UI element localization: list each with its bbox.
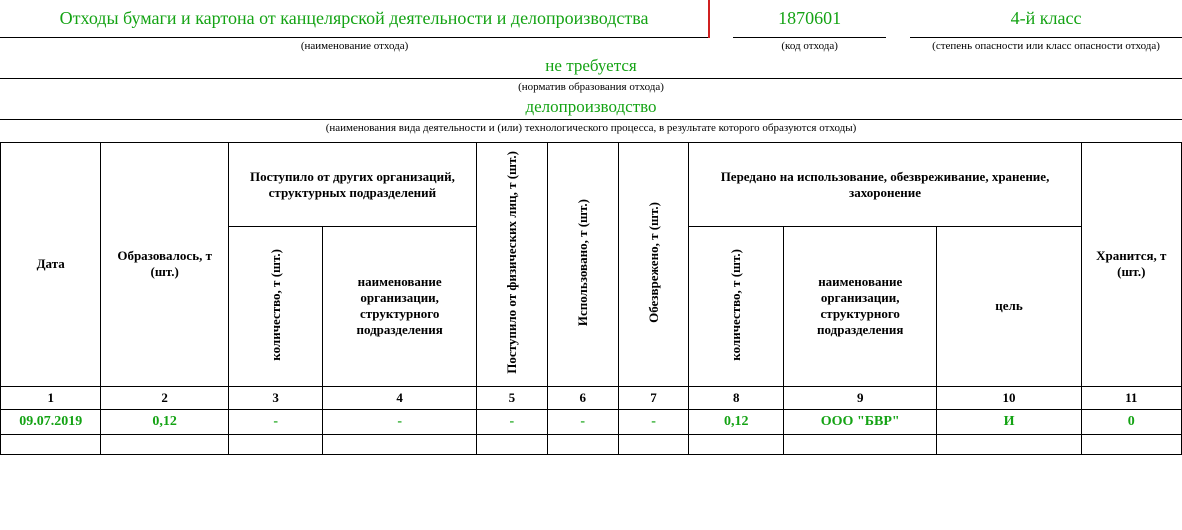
data-table: Дата Образовалось, т (шт.) Поступило от … <box>0 142 1182 455</box>
colnum-8: 8 <box>689 386 783 409</box>
norm-caption: (норматив образования отхода) <box>0 79 1182 96</box>
col-from-phys: Поступило от физических лиц, т (шт.) <box>476 143 547 387</box>
colnum-5: 5 <box>476 386 547 409</box>
col-recv-qty: количество, т (шт.) <box>228 227 322 387</box>
colnum-11: 11 <box>1081 386 1181 409</box>
waste-code-value: 1870601 <box>733 0 887 38</box>
colnum-6: 6 <box>547 386 618 409</box>
col-formed: Образовалось, т (шт.) <box>101 143 229 387</box>
cell-stored: 0 <box>1081 409 1181 434</box>
activity-caption: (наименования вида деятельности и (или) … <box>0 120 1182 137</box>
cell-transf-org: ООО "БВР" <box>783 409 937 434</box>
norm-value: не требуется <box>0 54 1182 79</box>
colnum-9: 9 <box>783 386 937 409</box>
cell-from-phys: - <box>476 409 547 434</box>
col-transf-org: наименование организации, структурного п… <box>783 227 937 387</box>
waste-code-caption: (код отхода) <box>733 38 887 55</box>
activity-section: делопроизводство (наименования вида деят… <box>0 95 1182 136</box>
empty-row <box>1 434 1182 454</box>
cell-transf-goal: И <box>937 409 1081 434</box>
col-transf-goal: цель <box>937 227 1081 387</box>
col-recv-org: наименование организации, структурного п… <box>323 227 477 387</box>
colnum-7: 7 <box>618 386 689 409</box>
header-table: Отходы бумаги и картона от канцелярской … <box>0 0 1182 54</box>
col-transf-qty: количество, т (шт.) <box>689 227 783 387</box>
cell-transf-qty: 0,12 <box>689 409 783 434</box>
cell-formed: 0,12 <box>101 409 229 434</box>
col-neutralized: Обезврежено, т (шт.) <box>618 143 689 387</box>
cell-recv-org: - <box>323 409 477 434</box>
colnum-4: 4 <box>323 386 477 409</box>
waste-name-caption: (наименование отхода) <box>0 38 709 55</box>
col-date: Дата <box>1 143 101 387</box>
activity-value: делопроизводство <box>0 95 1182 120</box>
waste-name-value: Отходы бумаги и картона от канцелярской … <box>0 0 709 38</box>
colnum-1: 1 <box>1 386 101 409</box>
col-group-transferred: Передано на использование, обезвреживани… <box>689 143 1081 227</box>
hazard-class-caption: (степень опасности или класс опасности о… <box>910 38 1182 55</box>
waste-journal-form: Отходы бумаги и картона от канцелярской … <box>0 0 1182 455</box>
cell-recv-qty: - <box>228 409 322 434</box>
cell-used: - <box>547 409 618 434</box>
cell-neutralized: - <box>618 409 689 434</box>
col-group-received: Поступило от других организаций, структу… <box>228 143 476 227</box>
colnum-10: 10 <box>937 386 1081 409</box>
col-stored: Хранится, т (шт.) <box>1081 143 1181 387</box>
colnum-2: 2 <box>101 386 229 409</box>
cell-date: 09.07.2019 <box>1 409 101 434</box>
col-used: Использовано, т (шт.) <box>547 143 618 387</box>
hazard-class-value: 4-й класс <box>910 0 1182 38</box>
colnum-3: 3 <box>228 386 322 409</box>
norm-section: не требуется (норматив образования отход… <box>0 54 1182 95</box>
